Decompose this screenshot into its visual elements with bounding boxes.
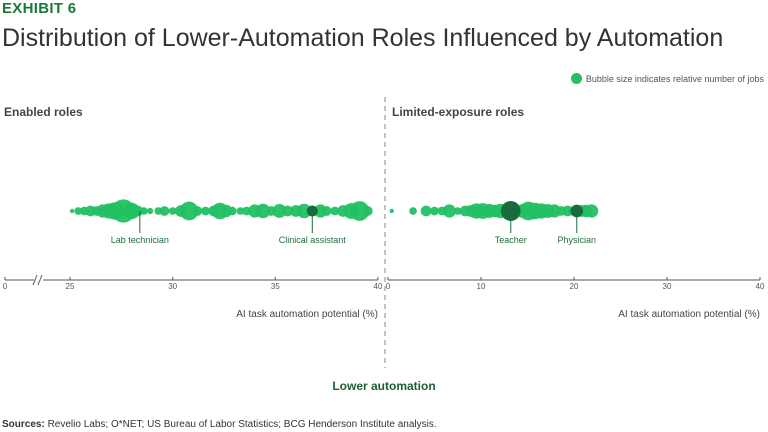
enabled-axis-break-mark	[37, 274, 43, 286]
limited-annotation-label: Physician	[558, 235, 597, 245]
enabled-bubble	[69, 208, 75, 214]
limited-bubble	[442, 204, 456, 218]
group-label: Lower automation	[332, 379, 436, 393]
panel-title-limited: Limited-exposure roles	[392, 105, 525, 119]
limited-bubble	[430, 206, 439, 216]
panel-title-enabled: Enabled roles	[4, 105, 83, 119]
enabled-bubble	[330, 206, 340, 216]
enabled-bubble	[132, 205, 144, 217]
enabled-bubble	[91, 206, 102, 216]
enabled-annotation-label: Lab technician	[111, 235, 169, 245]
enabled-bubble	[168, 207, 177, 215]
enabled-bubble	[266, 206, 277, 216]
limited-tick-label: 0	[386, 282, 391, 291]
enabled-bubble	[140, 207, 148, 215]
limited-bubble	[389, 208, 394, 214]
enabled-bubble	[236, 207, 245, 215]
exhibit-label: EXHIBIT 6	[2, 0, 77, 17]
enabled-bubble	[175, 205, 187, 217]
limited-bubble	[409, 207, 417, 215]
enabled-bubble	[282, 205, 294, 217]
enabled-bubble	[227, 206, 237, 216]
enabled-annotation-label: Clinical assistant	[279, 235, 347, 245]
sources-note: Sources: Revelio Labs; O*NET; US Bureau …	[2, 419, 437, 430]
enabled-bubble	[79, 206, 89, 216]
enabled-tick-label: 25	[66, 282, 75, 291]
enabled-x-axis-title: AI task automation potential (%)	[236, 309, 378, 320]
limited-tick-label: 20	[570, 282, 579, 291]
enabled-bubble	[154, 207, 163, 215]
legend-bubble-icon	[570, 73, 582, 84]
enabled-bubble	[296, 203, 312, 219]
limited-tick-label: 10	[477, 282, 486, 291]
limited-annotation-label: Teacher	[495, 235, 527, 245]
enabled-bubble	[146, 207, 154, 215]
limited-bubble	[459, 205, 471, 217]
enabled-tick-label: 35	[271, 282, 280, 291]
enabled-bubble	[192, 206, 203, 216]
limited-tick-label: 30	[663, 282, 672, 291]
enabled-bubble	[159, 206, 170, 216]
limited-bubble	[420, 205, 432, 217]
enabled-bubble	[179, 201, 199, 221]
chart-title: Distribution of Lower-Automation Roles I…	[2, 24, 724, 52]
enabled-bubble	[248, 204, 262, 218]
enabled-tick-label: 0	[3, 282, 8, 291]
enabled-tick-label: 30	[168, 282, 177, 291]
enabled-bubble	[362, 206, 373, 216]
limited-tick-label: 40	[756, 282, 765, 291]
limited-exposure-plot: 0 10 20 30 40 AI task automation potential (%…	[386, 201, 765, 320]
sources-text: Revelio Labs; O*NET; US Bureau of Labor …	[44, 419, 437, 430]
enabled-bubble	[337, 205, 349, 217]
enabled-bubble	[290, 205, 302, 217]
enabled-bubble	[74, 207, 83, 215]
limited-bubble	[453, 207, 462, 215]
legend-text: Bubble size indicates relative number of…	[585, 73, 764, 84]
sources-label: Sources:	[2, 419, 45, 430]
enabled-bubble	[201, 206, 210, 216]
enabled-tick-label: 40	[374, 282, 383, 291]
enabled-roles-plot: 0 25 30 35 40 AI task automation potential (%…	[3, 199, 383, 320]
enabled-bubble	[272, 204, 287, 218]
limited-bubble	[556, 206, 566, 216]
enabled-bubble	[242, 206, 251, 216]
enabled-bubble	[208, 205, 220, 217]
bubble-size-legend: Bubble size indicates relative number of…	[570, 73, 764, 84]
limited-bubble	[488, 204, 502, 218]
limited-x-axis-title: AI task automation potential (%)	[618, 309, 760, 320]
enabled-axis-break-mark	[32, 274, 38, 286]
enabled-bubble	[321, 206, 332, 216]
limited-bubble	[437, 206, 447, 216]
